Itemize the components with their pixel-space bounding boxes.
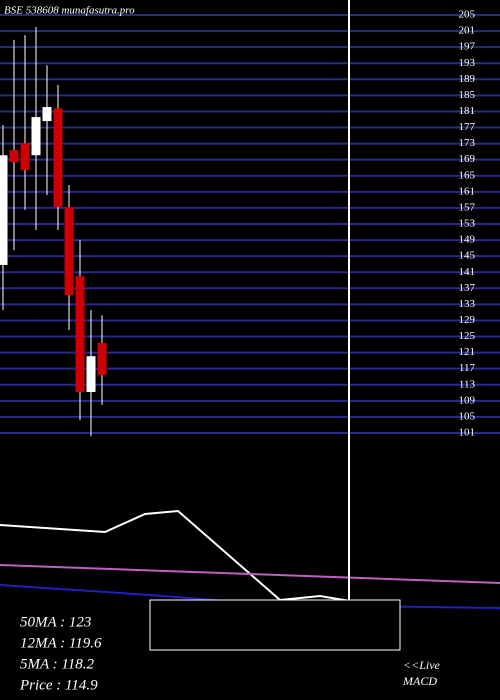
y-tick-label: 181 (459, 105, 476, 117)
candle-body (64, 207, 74, 296)
candle-body (20, 143, 30, 171)
macd-box (149, 599, 401, 651)
candle-body (31, 117, 41, 156)
indicator: Price : 114.9 (19, 677, 98, 693)
y-tick-label: 193 (459, 57, 476, 69)
y-tick-label: 145 (459, 250, 476, 262)
ma-line-pink (0, 564, 500, 584)
candle-body (42, 107, 52, 122)
indicator: 50MA : 123 (20, 614, 91, 630)
y-tick-label: 173 (459, 137, 476, 149)
y-tick-label: 189 (459, 73, 476, 85)
y-tick-label: 133 (459, 298, 476, 310)
candle-body (86, 356, 96, 392)
candle-body (9, 150, 19, 163)
y-tick-label: 157 (459, 201, 476, 213)
ma-line-white (0, 509, 351, 602)
y-tick-label: 141 (459, 266, 476, 278)
y-tick-label: 205 (459, 9, 476, 21)
y-tick-label: 105 (459, 410, 476, 422)
indicator: 12MA : 119.6 (20, 635, 102, 651)
y-tick-label: 109 (459, 394, 476, 406)
y-tick-label: 149 (459, 234, 476, 246)
y-tick-label: 197 (459, 41, 476, 53)
candle-body (53, 108, 63, 208)
candle-body (97, 342, 107, 376)
y-tick-label: 153 (459, 218, 476, 230)
candle-body (0, 155, 8, 265)
y-tick-label: 185 (459, 89, 476, 101)
y-tick-label: 201 (459, 25, 476, 37)
y-tick-label: 101 (459, 427, 476, 439)
y-tick-label: 125 (459, 330, 476, 342)
y-tick-label: 137 (459, 282, 476, 294)
macd-link[interactable]: MACD (402, 674, 437, 688)
y-tick-label: 129 (459, 314, 476, 326)
y-tick-label: 169 (459, 153, 476, 165)
y-tick-label: 161 (459, 185, 476, 197)
indicator: 5MA : 118.2 (20, 656, 95, 672)
y-tick-label: 113 (459, 378, 476, 390)
y-tick-label: 177 (459, 121, 476, 133)
candle-body (75, 276, 85, 392)
live-link[interactable]: <<Live (403, 658, 441, 672)
y-tick-label: 121 (459, 346, 476, 358)
y-tick-label: 165 (459, 169, 476, 181)
chart-title: BSE 538608 munafasutra.pro (4, 5, 135, 17)
y-tick-label: 117 (459, 362, 476, 374)
